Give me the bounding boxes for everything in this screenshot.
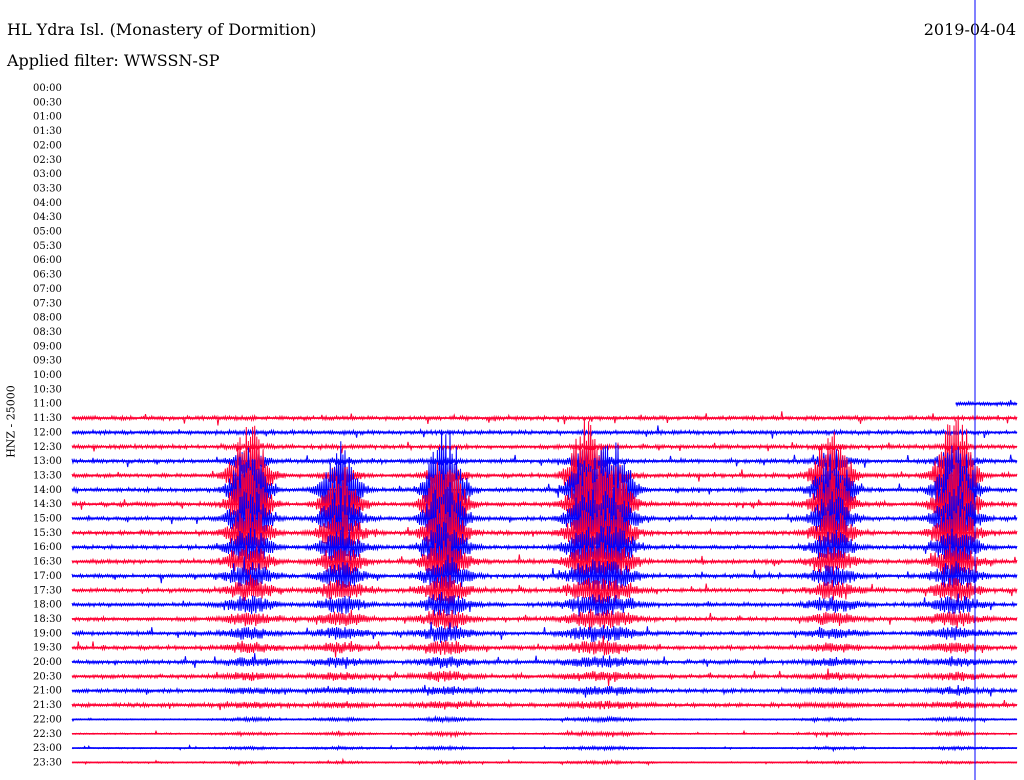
tick-label-2000: 20:00 (33, 657, 62, 668)
tick-label-2030: 20:30 (33, 671, 62, 682)
tick-label-2200: 22:00 (33, 714, 62, 725)
date-label: 2019-04-04 (923, 20, 1016, 39)
tick-label-0830: 08:30 (33, 327, 62, 338)
tick-label-0300: 03:00 (33, 169, 62, 180)
trace-row-1400 (71, 429, 1018, 549)
tick-label-1800: 18:00 (33, 600, 62, 611)
tick-label-1230: 12:30 (33, 442, 62, 453)
trace-row-1900 (71, 621, 1018, 643)
tick-label-2100: 21:00 (33, 686, 62, 697)
tick-label-0530: 05:30 (33, 241, 62, 252)
tick-label-1630: 16:30 (33, 557, 62, 568)
tick-label-1100: 11:00 (33, 399, 62, 410)
trace-row-1530 (71, 504, 1018, 568)
tick-label-1200: 12:00 (33, 427, 62, 438)
tick-label-2300: 23:00 (33, 743, 62, 754)
tick-label-0230: 02:30 (33, 155, 62, 166)
tick-label-0900: 09:00 (33, 341, 62, 352)
filter-label: Applied filter: WWSSN-SP (7, 51, 220, 70)
tick-label-0200: 02:00 (33, 140, 62, 151)
tick-label-1330: 13:30 (33, 470, 62, 481)
trace-row-1430 (71, 462, 1018, 553)
tick-label-0130: 01:30 (33, 126, 62, 137)
trace-row-1300 (71, 447, 1018, 477)
tick-labels: 00:00 00:30 01:00 01:30 02:00 02:30 03:00 03:30… (33, 83, 62, 768)
tick-label-0500: 05:00 (33, 227, 62, 238)
trace-row-2100 (71, 684, 1018, 698)
tick-label-1930: 19:30 (33, 643, 62, 654)
tick-label-1700: 17:00 (33, 571, 62, 582)
tick-label-1030: 10:30 (33, 384, 62, 395)
tick-label-0600: 06:00 (33, 255, 62, 266)
trace-row-1730 (71, 574, 1018, 607)
tick-label-0330: 03:30 (33, 183, 62, 194)
station-title: HL Ydra Isl. (Monastery of Dormition) (7, 20, 317, 39)
tick-label-2230: 22:30 (33, 729, 62, 740)
tick-label-2330: 23:30 (33, 757, 62, 768)
tick-label-0730: 07:30 (33, 298, 62, 309)
tick-label-0430: 04:30 (33, 212, 62, 223)
trace-row-2000 (71, 653, 1018, 669)
tick-label-1000: 10:00 (33, 370, 62, 381)
trace-row-1500 (71, 482, 1018, 562)
tick-label-0100: 01:00 (33, 112, 62, 123)
traces (71, 399, 1018, 767)
tick-label-2130: 21:30 (33, 700, 62, 711)
tick-label-0000: 00:00 (33, 83, 62, 94)
tick-label-1600: 16:00 (33, 542, 62, 553)
trace-row-1700 (71, 554, 1018, 592)
tick-label-1900: 19:00 (33, 628, 62, 639)
tick-label-0800: 08:00 (33, 313, 62, 324)
tick-label-0630: 06:30 (33, 270, 62, 281)
tick-label-1300: 13:00 (33, 456, 62, 467)
tick-label-1500: 15:00 (33, 514, 62, 525)
trace-row-1930 (71, 635, 1018, 658)
tick-label-1400: 14:00 (33, 485, 62, 496)
trace-row-2030 (71, 668, 1018, 687)
tick-label-1730: 17:30 (33, 585, 62, 596)
tick-label-1830: 18:30 (33, 614, 62, 625)
tick-label-1430: 14:30 (33, 499, 62, 510)
trace-row-1830 (71, 608, 1018, 631)
tick-label-0700: 07:00 (33, 284, 62, 295)
tick-label-0030: 00:30 (33, 97, 62, 108)
tick-label-1530: 15:30 (33, 528, 62, 539)
trace-row-1230 (71, 441, 1018, 454)
tick-label-1130: 11:30 (33, 413, 62, 424)
tick-label-0400: 04:00 (33, 198, 62, 209)
trace-row-1630 (71, 538, 1018, 585)
tick-label-0930: 09:30 (33, 356, 62, 367)
trace-row-1100 (955, 399, 1018, 408)
trace-row-1800 (71, 591, 1018, 617)
trace-row-1330 (71, 415, 1018, 539)
